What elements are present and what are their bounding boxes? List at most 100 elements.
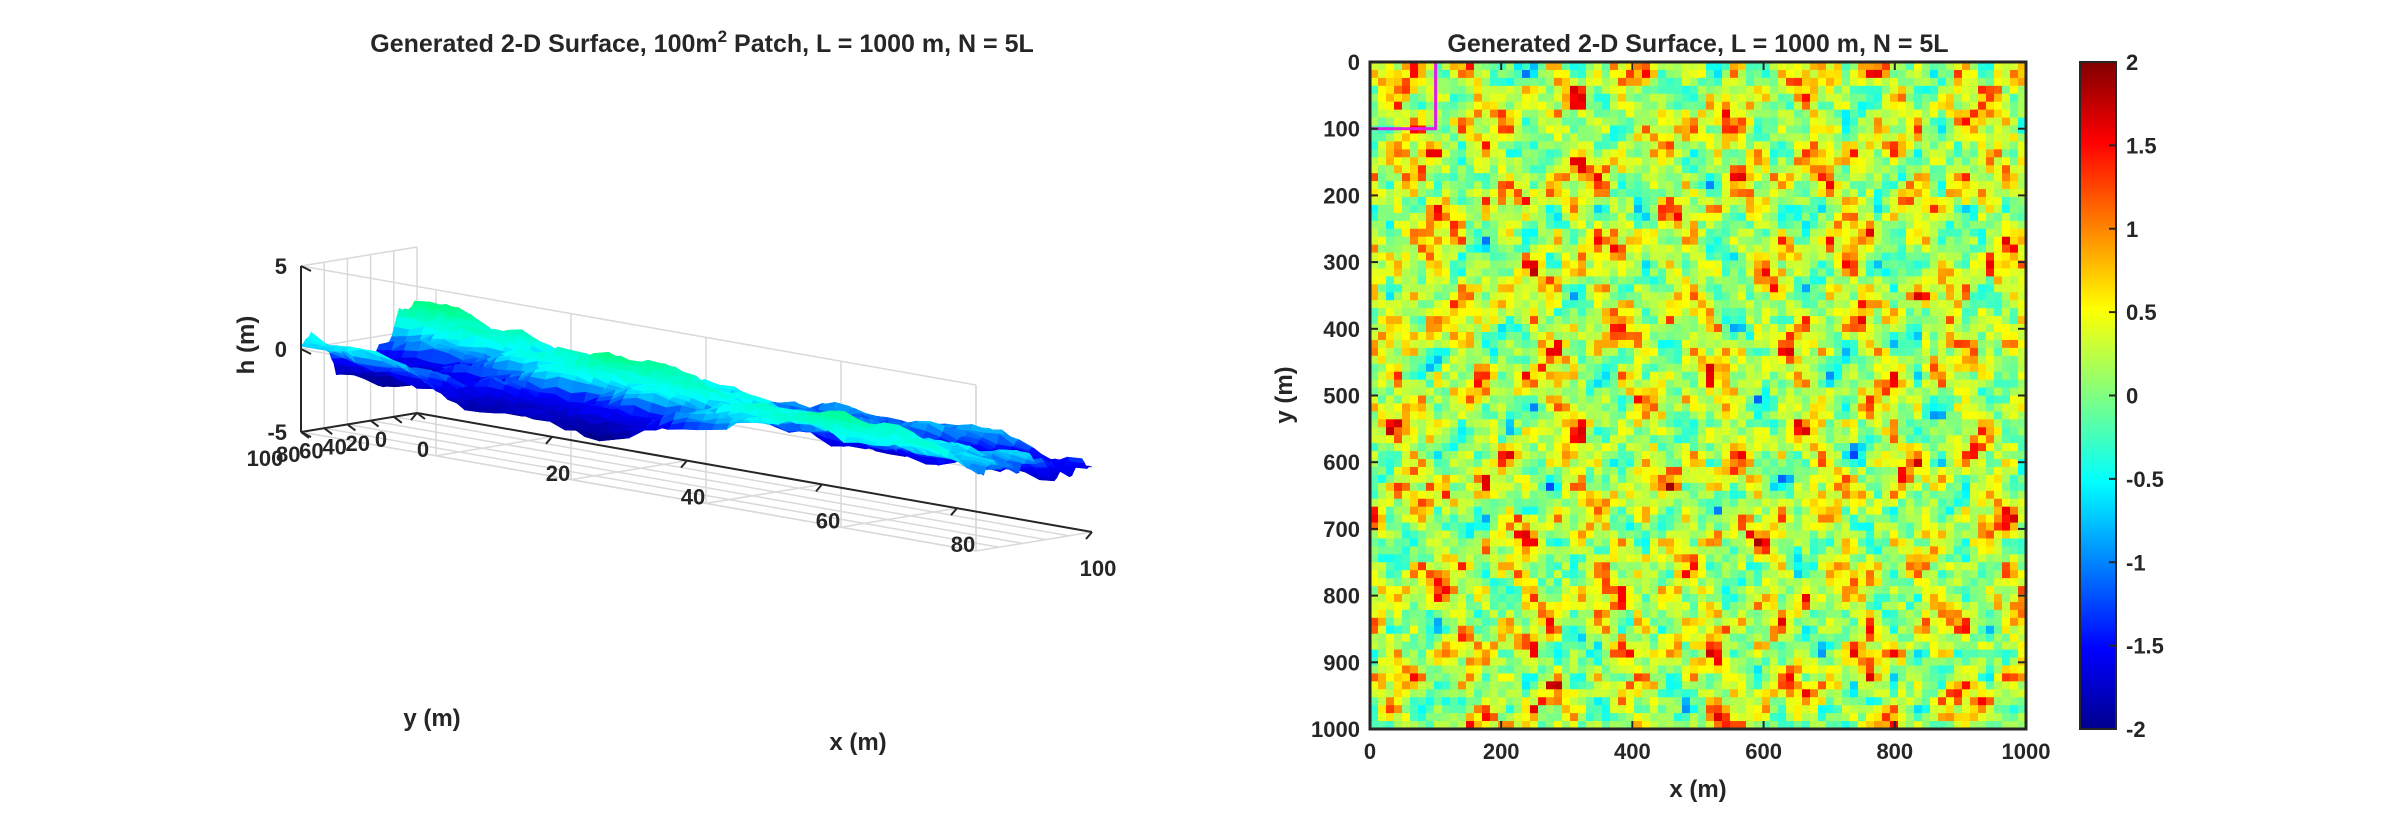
- heatmap-cell: [1482, 466, 1491, 476]
- heatmap-cell: [1626, 173, 1635, 182]
- heatmap-cell: [1434, 522, 1443, 532]
- heatmap-cell: [1586, 617, 1595, 627]
- heatmap-cell: [1570, 347, 1579, 357]
- heatmap-cell: [1490, 459, 1499, 468]
- heatmap-cell: [1626, 514, 1635, 524]
- heatmap-cell: [1434, 62, 1443, 71]
- heatmap-cell: [1490, 466, 1499, 476]
- heatmap-cell: [1602, 157, 1611, 166]
- heatmap-cell: [1370, 419, 1379, 428]
- heatmap-cell: [1378, 85, 1387, 95]
- heatmap-cell: [1506, 125, 1515, 135]
- heatmap-cell: [1538, 371, 1547, 381]
- heatmap-cell: [1498, 705, 1507, 714]
- heatmap-cell: [1578, 665, 1587, 675]
- heatmap-cell: [1386, 403, 1395, 412]
- heatmap-cell: [1482, 665, 1491, 675]
- heatmap-cell: [1530, 308, 1539, 317]
- heatmap-cell: [1466, 316, 1475, 325]
- heatmap-cell: [1426, 435, 1435, 444]
- heatmap-cell: [1530, 395, 1539, 405]
- heatmap-cell: [1506, 244, 1515, 254]
- heatmap-cell: [1610, 189, 1619, 198]
- heatmap-cell: [1586, 173, 1595, 182]
- heatmap-cell: [1474, 657, 1483, 667]
- heatmap-cell: [1426, 419, 1435, 428]
- heatmap-cell: [1530, 339, 1539, 349]
- heatmap-cell: [1546, 228, 1555, 238]
- heatmap-cell: [1410, 109, 1419, 119]
- heatmap-cell: [1506, 101, 1515, 111]
- heatmap-cell: [1482, 427, 1491, 436]
- heatmap-cell: [1402, 594, 1411, 603]
- heatmap-cell: [1634, 308, 1643, 317]
- heatmap-cell: [1386, 93, 1395, 103]
- heatmap-cell: [1394, 498, 1403, 508]
- heatmap-cell: [1514, 157, 1523, 166]
- heatmap-cell: [1394, 474, 1403, 484]
- heatmap-cell: [1434, 427, 1443, 436]
- heatmap-cell: [1586, 625, 1595, 635]
- heatmap-cell: [1466, 300, 1475, 309]
- heatmap-cell: [1586, 443, 1595, 452]
- heatmap-cell: [1594, 713, 1603, 722]
- heatmap-cell: [1426, 594, 1435, 603]
- heatmap-cell: [1506, 506, 1515, 516]
- heatmap-cell: [1506, 165, 1515, 174]
- heatmap-cell: [1618, 347, 1627, 357]
- heatmap-cell: [1466, 117, 1475, 127]
- heatmap-cell: [1418, 292, 1427, 301]
- heatmap-cell: [1618, 578, 1627, 587]
- heatmap-cell: [1402, 228, 1411, 238]
- heatmap-cell: [1434, 252, 1443, 262]
- heatmap-cell: [1506, 379, 1515, 389]
- heatmap-cell: [1522, 387, 1531, 397]
- heatmap-cell: [1418, 514, 1427, 524]
- heatmap-cell: [1426, 196, 1435, 206]
- heatmap-cell: [1538, 721, 1547, 729]
- heatmap-cell: [1482, 276, 1491, 285]
- heatmap-cell: [1554, 125, 1563, 135]
- heatmap-cell: [1474, 85, 1483, 95]
- heatmap-cell: [1426, 459, 1435, 468]
- heatmap-cell: [1474, 713, 1483, 722]
- heatmap-cell: [1554, 530, 1563, 540]
- heatmap-cell: [1554, 617, 1563, 627]
- heatmap-cell: [1474, 466, 1483, 476]
- heatmap-cell: [1394, 443, 1403, 452]
- heatmap-cell: [1426, 490, 1435, 500]
- heatmap-cell: [1586, 149, 1595, 158]
- heatmap-cell: [1426, 276, 1435, 285]
- heatmap-cell: [1466, 181, 1475, 190]
- heatmap-cell: [1458, 204, 1467, 214]
- heatmap-cell: [1482, 689, 1491, 698]
- heatmap-cell: [1546, 181, 1555, 190]
- heatmap-cell: [1458, 427, 1467, 436]
- heatmap-cell: [1466, 395, 1475, 405]
- heatmap-cell: [1578, 149, 1587, 158]
- heatmap-cell: [1594, 482, 1603, 492]
- heatmap-cell: [1562, 514, 1571, 524]
- heatmap-cell: [1482, 617, 1491, 627]
- heatmap-cell: [1602, 713, 1611, 722]
- heatmap-cell: [1522, 347, 1531, 357]
- heatmap-cell: [1538, 443, 1547, 452]
- heatmap-cell: [1498, 387, 1507, 397]
- heatmap-cell: [1594, 546, 1603, 555]
- heatmap-cell: [1386, 85, 1395, 95]
- heatmap-cell: [1578, 165, 1587, 174]
- heatmap-cell: [1538, 689, 1547, 698]
- heatmap-cell: [1378, 538, 1387, 547]
- heatmap-cell: [1522, 578, 1531, 587]
- heatmap-cell: [1610, 133, 1619, 142]
- heatmap-cell: [1442, 562, 1451, 571]
- heatmap-cell: [1410, 451, 1419, 460]
- heatmap-cell: [1522, 228, 1531, 238]
- heatmap-cell: [1562, 324, 1571, 333]
- heatmap-cell: [1410, 395, 1419, 405]
- heatmap-cell: [1610, 578, 1619, 587]
- heatmap-cell: [1586, 125, 1595, 135]
- heatmap-cell: [1442, 331, 1451, 341]
- heatmap-cell: [1594, 117, 1603, 127]
- heatmap-cell: [1562, 522, 1571, 532]
